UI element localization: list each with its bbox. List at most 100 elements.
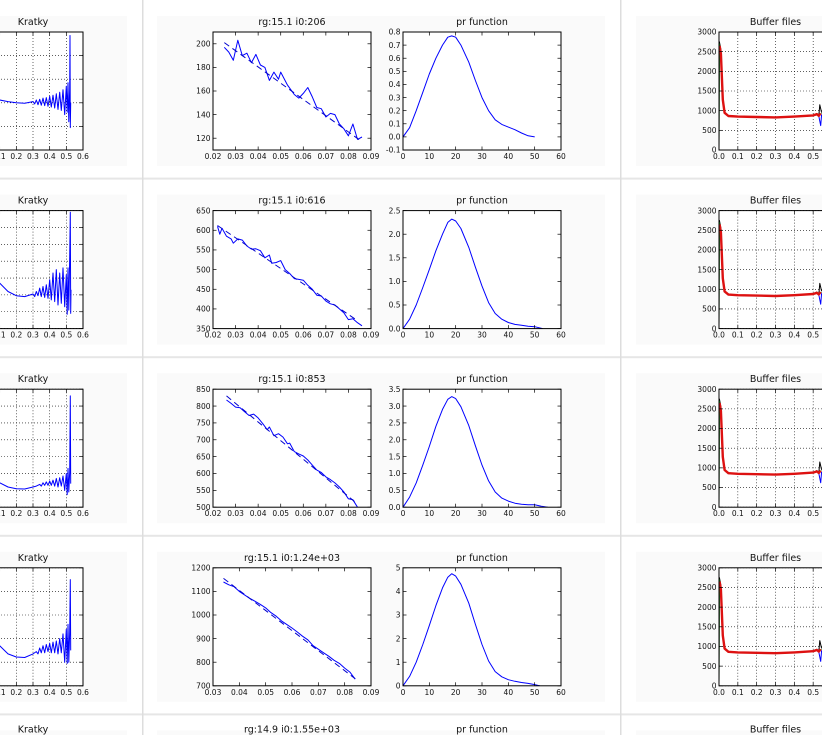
chart-title: Buffer files	[750, 553, 801, 564]
y-tick-label: 0.0	[389, 133, 401, 142]
y-tick-label: 0.5	[389, 67, 401, 76]
pr-chart: pr function 0 10 20 30 40 50 60 0.0 0.5 1.0 1.5 2.0 2…	[389, 196, 566, 340]
x-tick-label: 0.2	[751, 152, 763, 161]
y-tick-label: 4	[396, 587, 401, 596]
x-tick-label: 0.0	[713, 331, 725, 340]
data-series	[0, 579, 72, 664]
chart-title: rg:15.1 i0:206	[258, 17, 325, 28]
x-tick-label: 0.05	[272, 152, 289, 161]
x-tick-label: 40	[504, 509, 514, 518]
x-tick-label: 0.04	[231, 688, 248, 697]
y-tick-label: 0.4	[389, 80, 401, 89]
chart-title: pr function	[456, 374, 508, 385]
y-tick-label: 3000	[697, 564, 716, 573]
y-tick-label: 1000	[191, 611, 210, 620]
y-tick-label: 550	[196, 246, 211, 255]
buffer-chart: Buffer files0.00.10.20.30.40.50.60500100…	[697, 17, 822, 161]
pr-chart: pr function 0 10 20 30 40 50 60 0.0 0.5 1.0 1.5 2.0 2…	[389, 374, 566, 518]
chart-card	[157, 730, 605, 735]
y-tick-label: 0.8	[389, 28, 401, 37]
y-tick-label: 0.0	[389, 324, 401, 333]
chart-title: Buffer files	[750, 17, 801, 28]
fit-line	[226, 395, 356, 503]
chart-title: Kratky	[18, 374, 49, 385]
y-tick-label: 2000	[697, 67, 716, 76]
plot-area	[213, 210, 371, 329]
y-tick-label: 3000	[697, 206, 716, 215]
chart-title: Kratky	[18, 553, 49, 564]
y-tick-label: 140	[196, 110, 211, 119]
y-tick-label: 600	[196, 226, 211, 235]
chart-title: pr function	[456, 196, 508, 207]
y-tick-label: 0.0	[389, 503, 401, 512]
y-tick-label: 0.3	[389, 93, 401, 102]
x-tick-label: 0.09	[363, 331, 380, 340]
chart-title: rg:14.9 i0:1.55e+03	[244, 725, 340, 735]
x-tick-label: 0.5	[807, 331, 819, 340]
y-tick-label: 3	[396, 611, 401, 620]
plot-area	[403, 567, 561, 686]
chart-card	[0, 730, 127, 735]
x-tick-label: 0.3	[770, 688, 782, 697]
x-tick-label: 0.03	[227, 331, 244, 340]
x-tick-label: 0.5	[60, 331, 72, 340]
x-tick-label: 0.4	[788, 688, 800, 697]
x-tick-label: 50	[530, 331, 540, 340]
x-tick-label: 0.08	[340, 509, 357, 518]
x-tick-label: 30	[477, 509, 487, 518]
y-tick-label: 2000	[697, 424, 716, 433]
y-tick-label: 2.5	[389, 419, 401, 428]
y-tick-label: -0.1	[386, 146, 401, 155]
x-tick-label: 0.1	[0, 152, 6, 161]
x-tick-label: 20	[451, 152, 461, 161]
y-tick-label: 3000	[697, 385, 716, 394]
y-tick-label: 1.0	[389, 469, 401, 478]
y-tick-label: 900	[196, 634, 211, 643]
x-tick-label: 0.2	[10, 688, 22, 697]
y-tick-label: 1.5	[389, 254, 401, 263]
data-series	[403, 396, 548, 508]
column-divider	[142, 0, 144, 735]
data-series	[403, 35, 535, 138]
x-tick-label: 60	[556, 152, 566, 161]
data-series	[223, 581, 356, 680]
y-tick-label: 0.6	[389, 54, 401, 63]
x-tick-label: 0.2	[10, 331, 22, 340]
buffer-chart: Buffer files0.00.10.20.30.40.50.60500100…	[697, 196, 822, 340]
x-tick-label: 40	[504, 331, 514, 340]
x-tick-label: 0.6	[77, 152, 89, 161]
x-tick-label: 0.05	[257, 688, 274, 697]
y-tick-label: 0.1	[389, 119, 401, 128]
x-tick-label: 0.3	[27, 509, 39, 518]
x-tick-label: 0.1	[732, 509, 744, 518]
y-tick-label: 2000	[697, 603, 716, 612]
x-tick-label: 40	[504, 688, 514, 697]
x-tick-label: 0.3	[27, 152, 39, 161]
guinier-chart: rg:15.1 i0:616 0.02 0.03 0.04 0.05 0.06 0.07 0.…	[196, 196, 379, 340]
y-tick-label: 350	[196, 324, 211, 333]
data-series	[0, 35, 72, 129]
row-divider	[0, 713, 822, 716]
y-tick-label: 850	[196, 385, 211, 394]
data-series	[403, 573, 541, 686]
pr-chart: pr function	[456, 725, 508, 735]
x-tick-label: 0.09	[363, 152, 380, 161]
x-tick-label: 10	[425, 331, 435, 340]
data-series	[223, 39, 363, 140]
chart-title: Kratky	[18, 725, 49, 735]
y-tick-label: 2000	[697, 246, 716, 255]
chart-card	[636, 730, 822, 735]
y-tick-label: 0.7	[389, 41, 401, 50]
y-tick-label: 3000	[697, 28, 716, 37]
x-tick-label: 0.4	[44, 152, 56, 161]
x-tick-label: 0.4	[788, 331, 800, 340]
x-tick-label: 0.3	[27, 688, 39, 697]
y-tick-label: 1	[396, 658, 401, 667]
data-series	[719, 224, 822, 298]
guinier-chart: rg:14.9 i0:1.55e+03	[244, 725, 340, 735]
chart-title: Buffer files	[750, 196, 801, 207]
buffer-chart: Buffer files0.00.10.20.30.40.50.60500100…	[697, 553, 822, 697]
chart-title: pr function	[456, 725, 508, 735]
x-tick-label: 0.07	[310, 688, 327, 697]
x-tick-label: 0.08	[340, 331, 357, 340]
